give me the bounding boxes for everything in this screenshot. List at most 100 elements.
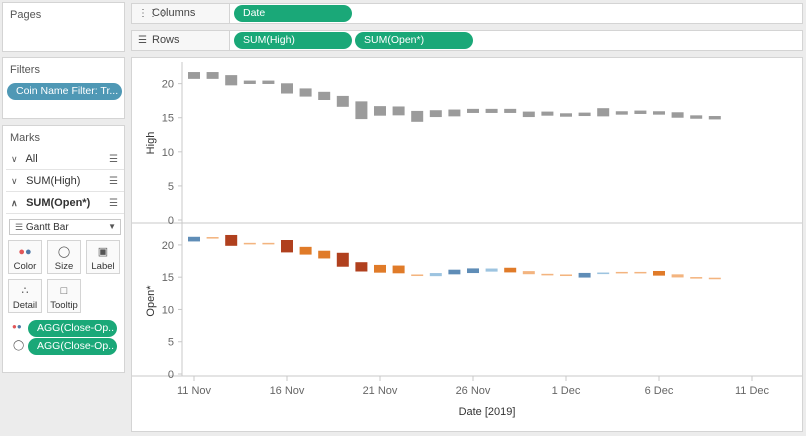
- label-button-label: Label: [91, 261, 115, 272]
- marks-title: Marks: [10, 132, 40, 144]
- y-tick-label: 15: [162, 272, 174, 284]
- gantt-bar: [299, 246, 312, 255]
- rows-label: Rows: [152, 34, 180, 46]
- size-icon: ◯: [13, 340, 25, 351]
- gantt-bar: [206, 72, 219, 79]
- gantt-bar: [281, 240, 293, 253]
- coin-name-filter-pill[interactable]: Coin Name Filter: Tr...: [7, 83, 122, 100]
- gantt-bar: [653, 270, 665, 276]
- gantt-bar: [615, 271, 628, 274]
- color-encoding-pill[interactable]: AGG(Close-Op..: [28, 320, 117, 337]
- gantt-bar: [653, 111, 665, 115]
- date-pill[interactable]: Date: [234, 5, 352, 22]
- rows-shelf-label: ☰ Rows: [132, 31, 230, 50]
- detail-button[interactable]: ∴ Detail: [8, 279, 42, 313]
- color-button[interactable]: ●● Color: [8, 240, 42, 274]
- gantt-bar: [374, 264, 386, 273]
- x-tick-label: 21 Nov: [363, 385, 398, 397]
- gantt-bar: [374, 106, 386, 116]
- size-button-label: Size: [54, 261, 74, 272]
- gantt-bar: [485, 108, 498, 113]
- gantt-bar: [243, 80, 256, 84]
- tooltip-icon: □: [60, 285, 68, 297]
- tooltip-button[interactable]: □ Tooltip: [47, 279, 81, 313]
- label-icon: ▣: [97, 246, 109, 258]
- color-dots-icon: ●●: [18, 246, 32, 258]
- gantt-bar: [541, 111, 554, 116]
- sum-high-pill[interactable]: SUM(High): [234, 32, 352, 49]
- size-encoding-pill[interactable]: AGG(Close-Op..: [28, 338, 117, 355]
- gantt-icon: ☰: [109, 154, 118, 165]
- y-tick-label: 10: [162, 147, 174, 159]
- chevron-up-icon: ∧: [11, 198, 18, 208]
- marks-card-all[interactable]: ∨ All ☰: [6, 149, 124, 170]
- rows-icon: ☰: [138, 35, 147, 46]
- gantt-bar: [281, 83, 293, 94]
- marks-card-sum-open[interactable]: ∧ SUM(Open*) ☰: [6, 193, 124, 214]
- y-tick-label: 5: [168, 181, 174, 193]
- y-tick-label: 20: [162, 240, 174, 252]
- gantt-bar: [522, 111, 535, 118]
- sum-open-pill[interactable]: SUM(Open*): [355, 32, 473, 49]
- chevron-down-icon: ▼: [108, 222, 116, 231]
- gantt-bar: [671, 112, 684, 118]
- y-tick-label: 5: [168, 337, 174, 349]
- gantt-bar: [578, 272, 591, 278]
- size-button[interactable]: ◯ Size: [47, 240, 81, 274]
- gantt-bar: [467, 108, 479, 113]
- gantt-bar: [504, 108, 517, 113]
- gantt-bar: [541, 273, 554, 276]
- gantt-bar: [634, 110, 647, 114]
- gantt-bar: [671, 274, 684, 278]
- gantt-bar: [392, 265, 405, 274]
- gantt-chart[interactable]: 0 5 10 15 20 High 0 5 10 15 20 Open* 11 Nov 16 Nov 21 …: [132, 58, 802, 431]
- y-axis-title: Open*: [145, 285, 157, 317]
- detail-button-label: Detail: [12, 300, 38, 311]
- y-tick-label: 20: [162, 79, 174, 91]
- gantt-bar: [690, 277, 703, 279]
- marks-card-label: SUM(High): [26, 175, 81, 187]
- mark-type-dropdown[interactable]: ☰ Gantt Bar ▼: [9, 219, 121, 235]
- chevron-down-icon: ∨: [11, 176, 18, 186]
- columns-shelf[interactable]: ⋮⋮⋮ Columns Date: [131, 3, 803, 24]
- marks-card-label: All: [25, 153, 38, 165]
- marks-card-sum-high[interactable]: ∨ SUM(High) ☰: [6, 171, 124, 192]
- gantt-bar: [188, 236, 200, 242]
- label-button[interactable]: ▣ Label: [86, 240, 120, 274]
- rows-shelf[interactable]: ☰ Rows SUM(High) SUM(Open*): [131, 30, 803, 51]
- gantt-bar: [634, 271, 647, 274]
- gantt-bar: [522, 271, 535, 275]
- gantt-bar: [318, 250, 331, 259]
- chevron-down-icon: ∨: [11, 154, 18, 164]
- gantt-bar: [597, 108, 610, 117]
- gantt-bar: [243, 242, 256, 245]
- gantt-bar: [578, 112, 591, 117]
- gantt-bar: [597, 272, 610, 275]
- gantt-bar: [560, 113, 572, 117]
- gantt-bar: [262, 80, 275, 84]
- gantt-bar: [299, 88, 312, 97]
- gantt-bar: [411, 274, 424, 277]
- x-tick-label: 1 Dec: [552, 385, 581, 397]
- x-tick-label: 26 Nov: [456, 385, 491, 397]
- tooltip-button-label: Tooltip: [50, 300, 78, 311]
- filters-title: Filters: [10, 64, 40, 76]
- gantt-bar: [206, 237, 219, 239]
- y-axis-title: High: [145, 132, 157, 155]
- columns-icon: ⋮⋮⋮: [138, 8, 168, 19]
- y-tick-label: 0: [168, 215, 174, 227]
- gantt-bar: [188, 72, 200, 79]
- gantt-bar: [262, 242, 275, 245]
- x-axis-title: Date [2019]: [459, 406, 516, 418]
- gantt-bar: [448, 269, 461, 275]
- gantt-icon: ☰: [109, 198, 118, 209]
- y-tick-label: 15: [162, 113, 174, 125]
- color-dots-icon: ●●: [12, 322, 22, 331]
- viz-area[interactable]: 0 5 10 15 20 High 0 5 10 15 20 Open* 11 Nov 16 Nov 21 …: [131, 57, 803, 432]
- mark-type-value: Gantt Bar: [25, 222, 69, 233]
- pages-panel: Pages: [2, 2, 125, 52]
- gantt-icon: ☰: [109, 176, 118, 187]
- columns-label: Columns: [152, 7, 196, 19]
- x-tick-label: 11 Dec: [735, 385, 770, 397]
- gantt-icon: ☰: [15, 222, 24, 232]
